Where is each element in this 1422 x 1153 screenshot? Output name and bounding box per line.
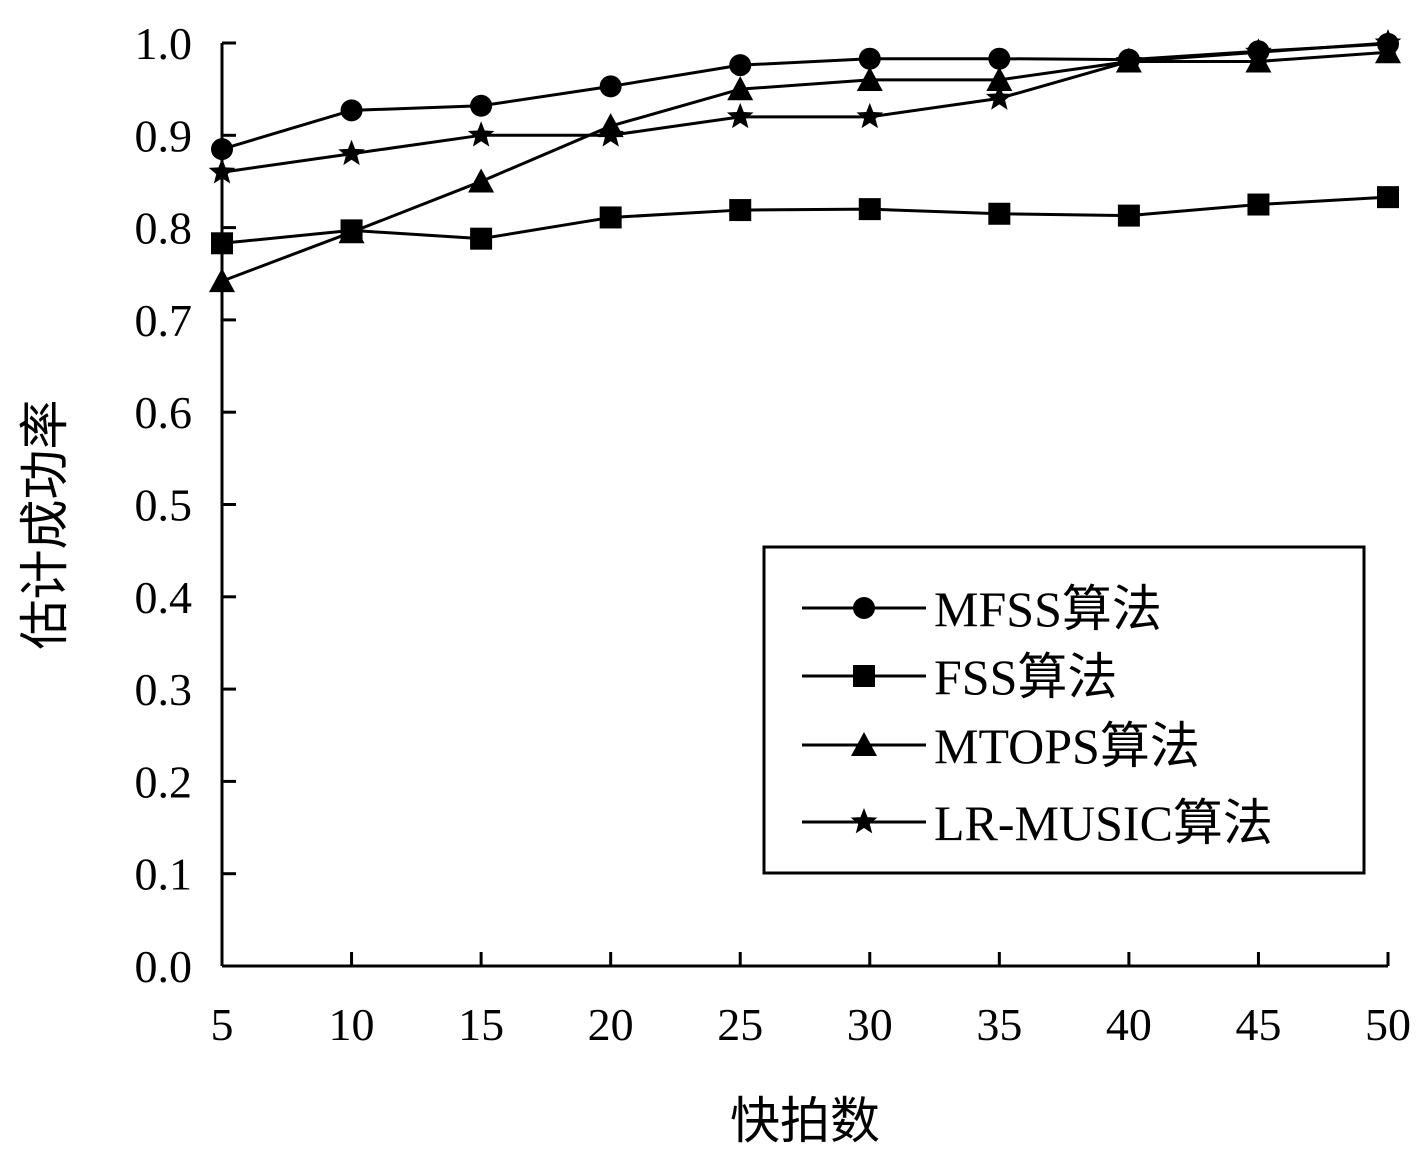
x-tick-label: 30 — [847, 999, 893, 1050]
x-tick-label: 40 — [1106, 999, 1152, 1050]
data-point-triangle — [468, 168, 495, 193]
series-line — [221, 195, 1389, 245]
series-line — [221, 50, 1389, 283]
legend-label: MFSS算法 — [934, 581, 1162, 637]
y-tick-label: 0.1 — [135, 849, 193, 900]
x-tick-label: 25 — [717, 999, 763, 1050]
legend: MFSS算法 FSS算法 MTOPS算法 LR-MUSIC算法 — [762, 545, 1366, 875]
series-line — [221, 42, 1389, 151]
data-point-square — [729, 199, 752, 222]
data-point-star — [1245, 38, 1272, 64]
data-point-star — [208, 158, 236, 184]
data-point-star — [986, 84, 1013, 110]
series-star — [208, 29, 1402, 184]
series-circle — [211, 32, 1399, 161]
data-point-square — [470, 227, 493, 250]
legend-item: LR-MUSIC算法 — [802, 795, 1273, 851]
legend-label: MTOPS算法 — [934, 718, 1200, 774]
data-point-square — [1247, 193, 1270, 216]
x-tick-label: 15 — [458, 999, 504, 1050]
x-tick-label: 10 — [329, 999, 375, 1050]
data-point-triangle — [1375, 39, 1401, 64]
y-tick-label: 0.7 — [135, 295, 193, 346]
series-layer — [208, 29, 1402, 293]
data-point-square — [1377, 186, 1399, 209]
data-point-star — [856, 102, 884, 129]
y-tick-label: 0.6 — [135, 387, 193, 438]
data-point-square — [599, 206, 622, 229]
y-tick-label: 0.0 — [135, 941, 193, 992]
y-tick-label: 0.4 — [135, 572, 193, 623]
data-point-triangle — [727, 76, 754, 101]
data-point-triangle — [338, 219, 365, 244]
x-tick-label: 50 — [1365, 999, 1411, 1050]
data-point-circle — [729, 54, 752, 77]
y-tick-label: 0.2 — [135, 756, 193, 807]
legend-label: LR-MUSIC算法 — [934, 795, 1273, 851]
y-tick-label: 0.9 — [135, 110, 193, 161]
legend-label: FSS算法 — [934, 649, 1117, 705]
data-point-star — [1115, 47, 1143, 73]
data-point-circle — [599, 75, 622, 98]
x-tick-label: 45 — [1235, 999, 1281, 1050]
data-point-square — [858, 198, 881, 221]
data-point-square — [211, 232, 233, 255]
data-point-triangle — [986, 66, 1013, 91]
data-point-star — [338, 139, 365, 166]
legend-item: MTOPS算法 — [802, 718, 1200, 774]
legend-marker-circle — [853, 597, 875, 619]
data-point-triangle — [209, 268, 235, 293]
legend-item: MFSS算法 — [802, 581, 1162, 637]
legend-marker-square — [853, 665, 875, 687]
data-point-star — [597, 121, 624, 147]
data-point-circle — [470, 94, 493, 117]
x-tick-label: 5 — [211, 999, 234, 1050]
x-tick-label: 35 — [976, 999, 1022, 1050]
data-point-circle — [858, 47, 881, 70]
y-axis-title: 估计成功率 — [16, 400, 74, 650]
data-point-circle — [340, 99, 363, 122]
y-tick-label: 0.5 — [135, 480, 193, 531]
x-tick-label: 20 — [588, 999, 634, 1050]
x-axis-title: 快拍数 — [730, 1092, 880, 1150]
series-square — [211, 186, 1399, 255]
legend-marker-triangle — [851, 732, 877, 757]
data-point-triangle — [1245, 48, 1272, 73]
data-point-star — [1374, 29, 1402, 55]
data-point-star — [726, 102, 754, 129]
y-tick-label: 1.0 — [135, 18, 193, 69]
legend-marker-star — [850, 808, 878, 834]
data-point-triangle — [856, 66, 883, 91]
legend-item: FSS算法 — [802, 649, 1117, 705]
y-tick-label: 0.8 — [135, 203, 193, 254]
data-point-star — [467, 121, 495, 147]
data-point-circle — [988, 47, 1011, 70]
data-point-square — [1117, 204, 1140, 227]
axes: 0.0 0.1 0.2 0.3 0.4 0.5 0.6 0.7 0.8 0.9 1.0 5 10 15 20… — [135, 18, 1412, 1050]
series-line — [221, 41, 1389, 174]
series-triangle — [209, 39, 1401, 293]
y-tick-label: 0.3 — [135, 664, 193, 715]
data-point-circle — [211, 138, 233, 161]
data-point-square — [988, 202, 1011, 225]
